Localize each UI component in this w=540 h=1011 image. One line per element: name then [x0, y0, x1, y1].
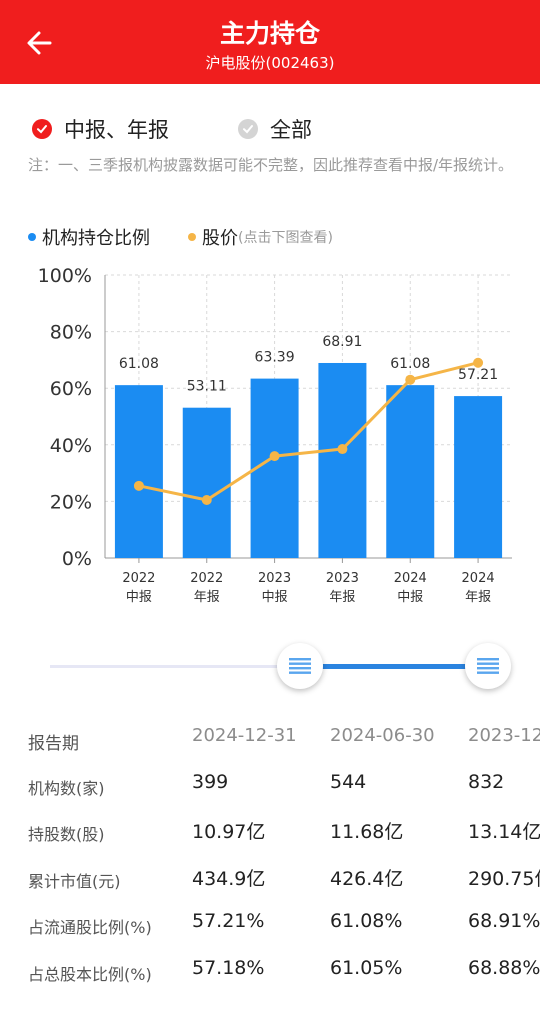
y-tick-label: 60% [50, 378, 92, 400]
table-cell: 57.18% [192, 957, 265, 979]
y-tick-label: 20% [50, 491, 92, 513]
period-cell: 2024-06-30 [330, 725, 435, 746]
period-cell: 2024-12-31 [192, 725, 297, 746]
legend-line[interactable]: 股价 (点击下图查看) [188, 224, 333, 250]
price-point [133, 480, 144, 491]
filter-option-all[interactable]: 全部 [238, 113, 312, 145]
x-tick-label-period: 中报 [126, 590, 152, 605]
table-cell: 544 [330, 771, 367, 793]
unchecked-icon [238, 119, 258, 139]
x-tick-label-year: 2024 [462, 571, 495, 586]
row-label: 持股数(股) [28, 825, 105, 844]
price-point [405, 374, 416, 385]
price-point [269, 451, 280, 462]
bar [318, 362, 367, 558]
y-tick-label: 100% [38, 265, 92, 287]
bar-value-label: 61.08 [119, 356, 159, 372]
page-title: 主力持仓 [219, 19, 320, 48]
table-cell: 434.9亿 [192, 868, 266, 890]
stock-subtitle: 沪电股份(002463) [205, 54, 335, 72]
table-cell: 11.68亿 [330, 821, 404, 843]
bar [386, 385, 435, 558]
legend-bar: 机构持仓比例 [28, 224, 150, 250]
legend-line-hint: (点击下图查看) [238, 230, 333, 246]
row-label: 占流通股比例(%) [28, 918, 152, 937]
bar-value-label: 53.11 [187, 379, 227, 395]
table-cell: 290.75亿 [468, 868, 540, 890]
x-tick-label-period: 中报 [262, 590, 288, 605]
holding-chart[interactable]: 100% 80% 60% 40% 20% 0% 61.08 2022 中报 53.11 2022 年报… [0, 255, 540, 615]
table-row: 持股数(股) 10.97亿 11.68亿 13.14亿 [0, 817, 540, 847]
y-tick-label: 80% [50, 322, 92, 344]
slider-handle-right[interactable] [465, 643, 511, 689]
grip-lines-icon [289, 658, 311, 674]
app-header: 主力持仓 沪电股份(002463) [0, 0, 540, 84]
bar-value-label: 57.21 [458, 367, 498, 383]
x-tick-label-period: 年报 [194, 590, 220, 605]
y-tick-label: 40% [50, 435, 92, 457]
x-tick-label-year: 2023 [326, 571, 359, 586]
x-tick-label-period: 年报 [465, 590, 491, 605]
table-cell: 832 [468, 771, 505, 793]
row-label: 机构数(家) [28, 779, 105, 798]
table-cell: 61.08% [330, 910, 403, 932]
y-tick-label: 0% [62, 548, 92, 570]
legend-line-label: 股价 [202, 228, 238, 249]
back-arrow-icon[interactable] [22, 26, 56, 60]
checked-icon [32, 119, 52, 139]
table-cell: 426.4亿 [330, 868, 404, 890]
bar [114, 385, 163, 558]
x-tick-label-year: 2022 [190, 571, 223, 586]
x-tick-label-year: 2024 [394, 571, 427, 586]
row-label: 报告期 [28, 734, 79, 754]
table-row: 占流通股比例(%) 57.21% 61.08% 68.91% [0, 910, 540, 940]
table-row: 占总股本比例(%) 57.18% 61.05% 68.88% [0, 957, 540, 987]
price-point [337, 444, 348, 455]
filter-label: 全部 [270, 118, 312, 142]
table-cell: 68.91% [468, 910, 540, 932]
bar [182, 407, 231, 558]
bar [454, 396, 503, 558]
filter-label: 中报、年报 [64, 118, 169, 142]
x-tick-label-year: 2022 [122, 571, 155, 586]
table-header-row: 报告期 2024-12-31 2024-06-30 2023-12- [0, 725, 540, 755]
price-line [138, 361, 479, 502]
table-cell: 57.21% [192, 910, 265, 932]
row-label: 累计市值(元) [28, 872, 121, 891]
slider-handle-left[interactable] [277, 643, 323, 689]
bar-value-label: 61.08 [390, 356, 430, 372]
filter-option-interim-annual[interactable]: 中报、年报 [32, 113, 169, 145]
bar-value-label: 68.91 [322, 334, 362, 350]
table-row: 累计市值(元) 434.9亿 426.4亿 290.75亿 [0, 864, 540, 894]
row-label: 占总股本比例(%) [28, 965, 152, 984]
grip-lines-icon [477, 658, 499, 674]
table-cell: 61.05% [330, 957, 403, 979]
legend-line-dot-icon [188, 233, 196, 241]
table-cell: 68.88% [468, 957, 540, 979]
price-point [201, 494, 212, 505]
bar [250, 378, 299, 558]
legend-bar-dot-icon [28, 233, 36, 241]
x-tick-label-period: 年报 [329, 590, 355, 605]
slider-track-inactive[interactable] [50, 665, 300, 668]
table-cell: 10.97亿 [192, 821, 266, 843]
bar-value-label: 63.39 [255, 350, 295, 366]
table-cell: 399 [192, 771, 229, 793]
x-tick-label-period: 中报 [397, 590, 423, 605]
table-row: 机构数(家) 399 544 832 [0, 771, 540, 801]
legend-bar-label: 机构持仓比例 [42, 228, 150, 249]
price-point [473, 357, 484, 368]
disclaimer-note: 注：一、三季报机构披露数据可能不完整，因此推荐查看中报/年报统计。 [28, 156, 514, 174]
x-tick-label-year: 2023 [258, 571, 291, 586]
slider-track-active[interactable] [300, 664, 488, 669]
period-cell: 2023-12- [468, 725, 540, 746]
table-cell: 13.14亿 [468, 821, 540, 843]
